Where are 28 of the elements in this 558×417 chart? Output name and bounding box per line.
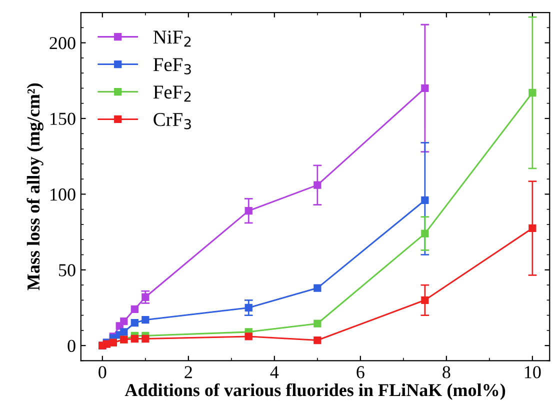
x-tick-label: 2 bbox=[184, 366, 192, 378]
y-tick-label: 0 bbox=[68, 340, 76, 352]
x-tick-label: 10 bbox=[524, 366, 541, 378]
x-axis-title: Additions of various fluorides in FLiNaK (mol%) bbox=[124, 383, 506, 400]
y-axis-title: Mass loss of alloy (mg/cm²) bbox=[26, 83, 44, 290]
y-tick-label: 150 bbox=[50, 112, 76, 125]
point bbox=[130, 334, 138, 343]
y-tick-label: 100 bbox=[50, 188, 76, 201]
point bbox=[130, 305, 138, 314]
point bbox=[142, 316, 150, 324]
point bbox=[314, 336, 322, 344]
point bbox=[314, 320, 322, 328]
legend-label: NiF$_{2}$ bbox=[153, 30, 191, 47]
point bbox=[142, 334, 150, 343]
x-tick-label: 8 bbox=[442, 366, 450, 378]
legend-label: CrF$_{3}$ bbox=[154, 113, 191, 130]
point bbox=[130, 319, 138, 327]
y-tick-label: 50 bbox=[59, 264, 76, 276]
point bbox=[314, 284, 322, 292]
x-tick-label: 4 bbox=[270, 366, 279, 378]
legend-label: FeF$_{2}$ bbox=[153, 86, 191, 102]
x-tick-label: 6 bbox=[356, 366, 364, 378]
point bbox=[120, 318, 128, 326]
legend-label: FeF$_{3}$ bbox=[153, 58, 191, 74]
point bbox=[244, 332, 252, 340]
x-tick-label: 0 bbox=[98, 366, 106, 378]
y-tick-label: 200 bbox=[50, 37, 76, 50]
point bbox=[120, 328, 128, 336]
